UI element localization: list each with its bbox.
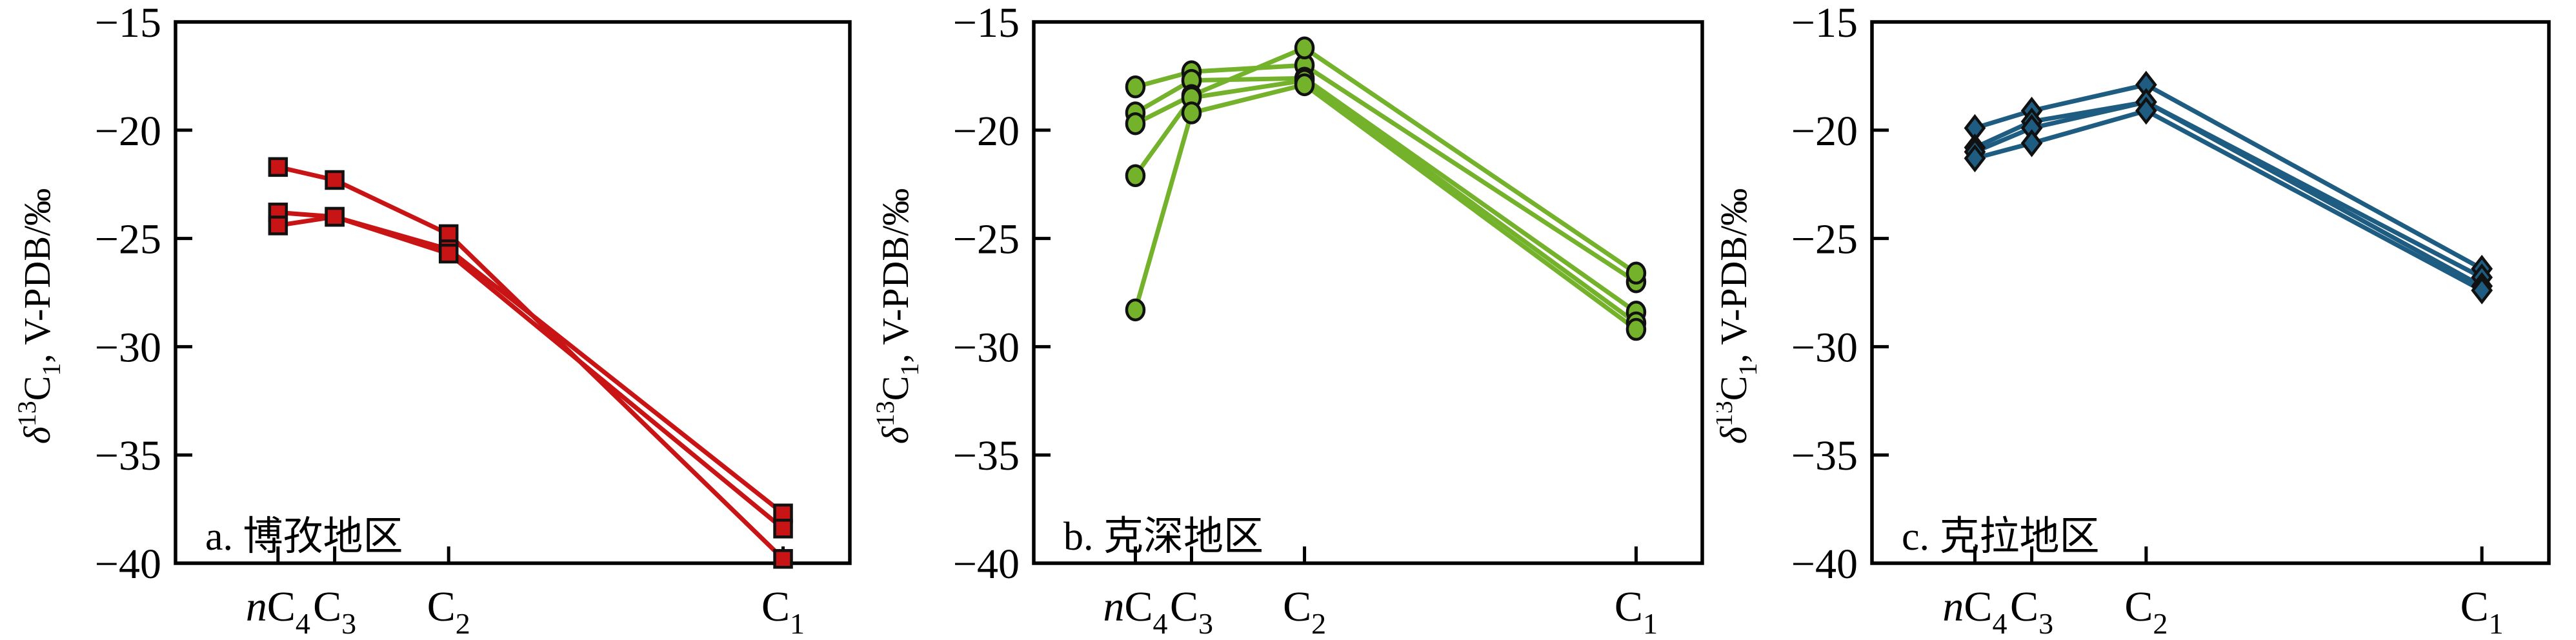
data-point-diamond bbox=[2471, 276, 2493, 305]
data-point-circle bbox=[1625, 317, 1647, 341]
data-point-circle bbox=[1125, 75, 1146, 99]
data-point-square bbox=[268, 157, 288, 177]
plot-box bbox=[1032, 20, 1704, 565]
series-line bbox=[1974, 99, 2483, 288]
plot-box bbox=[1870, 20, 2551, 565]
y-tick-label: −25 bbox=[953, 216, 1020, 263]
series-line bbox=[1134, 75, 1638, 314]
y-axis-label: δ13C1, V-PDB/‰ bbox=[870, 188, 924, 444]
data-point-diamond bbox=[2020, 129, 2043, 157]
data-point-diamond bbox=[2135, 96, 2157, 125]
y-tick-label: −20 bbox=[1791, 108, 1858, 155]
x-category-label: C2 bbox=[1283, 583, 1326, 640]
y-tick-label: −30 bbox=[1791, 324, 1858, 371]
y-axis-label: δ13C1, V-PDB/‰ bbox=[12, 188, 66, 444]
y-tick-label: −25 bbox=[1791, 216, 1858, 263]
data-point-circle bbox=[1125, 164, 1146, 188]
x-category-label: C2 bbox=[427, 583, 470, 640]
y-tick-label: −40 bbox=[95, 541, 161, 588]
y-tick-label: −40 bbox=[953, 541, 1020, 588]
x-category-label: C1 bbox=[2460, 583, 2504, 640]
data-point-circle bbox=[1625, 261, 1647, 285]
series-line bbox=[1133, 82, 1638, 332]
x-category-label: nC4 bbox=[1103, 583, 1167, 640]
x-category-label: C1 bbox=[1615, 583, 1658, 640]
x-category-label: C3 bbox=[2010, 583, 2053, 640]
y-axis-label: δ13C1, V-PDB/‰ bbox=[1716, 188, 1762, 444]
y-tick-label: −25 bbox=[95, 216, 161, 263]
series-line bbox=[1133, 77, 1638, 325]
plot-box bbox=[174, 20, 852, 565]
series-line bbox=[1134, 63, 1638, 284]
x-category-label: C3 bbox=[1170, 583, 1213, 640]
y-tick-label: −30 bbox=[95, 324, 161, 371]
x-category-label: C3 bbox=[313, 583, 356, 640]
y-tick-label: −15 bbox=[95, 0, 161, 46]
data-point-square bbox=[325, 206, 345, 227]
y-tick-label: −40 bbox=[1791, 541, 1858, 588]
x-category-label: C2 bbox=[2124, 583, 2168, 640]
y-tick-label: −35 bbox=[95, 432, 161, 479]
series-line bbox=[1974, 108, 2483, 293]
data-point-circle bbox=[1125, 298, 1146, 322]
x-category-label: nC4 bbox=[1942, 583, 2007, 640]
data-point-circle bbox=[1181, 101, 1202, 125]
panel-b-chart: −15 −20 −25 −30 −35 −40 nC4 C3 C2 C1 δ13C1, V-PDB/… bbox=[870, 0, 1704, 640]
series-line bbox=[277, 214, 785, 531]
panel-caption: b. 克深地区 bbox=[1063, 515, 1263, 559]
data-point-square bbox=[268, 215, 288, 235]
data-point-circle bbox=[1294, 73, 1315, 97]
panel-caption: a. 博孜地区 bbox=[205, 515, 403, 559]
data-point-square bbox=[438, 243, 459, 264]
data-point-circle bbox=[1294, 36, 1315, 60]
panel-a-chart: −15 −20 −25 −30 −35 −40 nC4 C3 C2 C1 δ13C1, V-PDB/… bbox=[12, 0, 852, 640]
x-category-label: nC4 bbox=[246, 583, 310, 640]
data-point-diamond bbox=[1964, 144, 1986, 173]
panel-caption: c. 克拉地区 bbox=[1902, 515, 2100, 559]
series-line bbox=[1974, 82, 2483, 271]
y-tick-label: −20 bbox=[95, 108, 161, 155]
panel-c-chart: −15 −20 −25 −30 −35 −40 nC4 C3 C2 C1 δ13C1, V-PDB/… bbox=[1716, 0, 2551, 640]
y-tick-label: −35 bbox=[953, 432, 1020, 479]
data-point-circle bbox=[1125, 112, 1146, 135]
y-tick-label: −15 bbox=[1791, 0, 1858, 46]
x-category-label: C1 bbox=[761, 583, 805, 640]
data-point-square bbox=[325, 170, 345, 190]
y-tick-label: −35 bbox=[1791, 432, 1858, 479]
series-line bbox=[277, 165, 785, 561]
data-point-square bbox=[773, 549, 793, 569]
data-point-square bbox=[773, 519, 793, 539]
series-line bbox=[1973, 99, 2483, 280]
y-tick-label: −15 bbox=[953, 0, 1020, 46]
series-line bbox=[1134, 45, 1638, 275]
y-tick-label: −30 bbox=[953, 324, 1020, 371]
y-tick-label: −20 bbox=[953, 108, 1020, 155]
